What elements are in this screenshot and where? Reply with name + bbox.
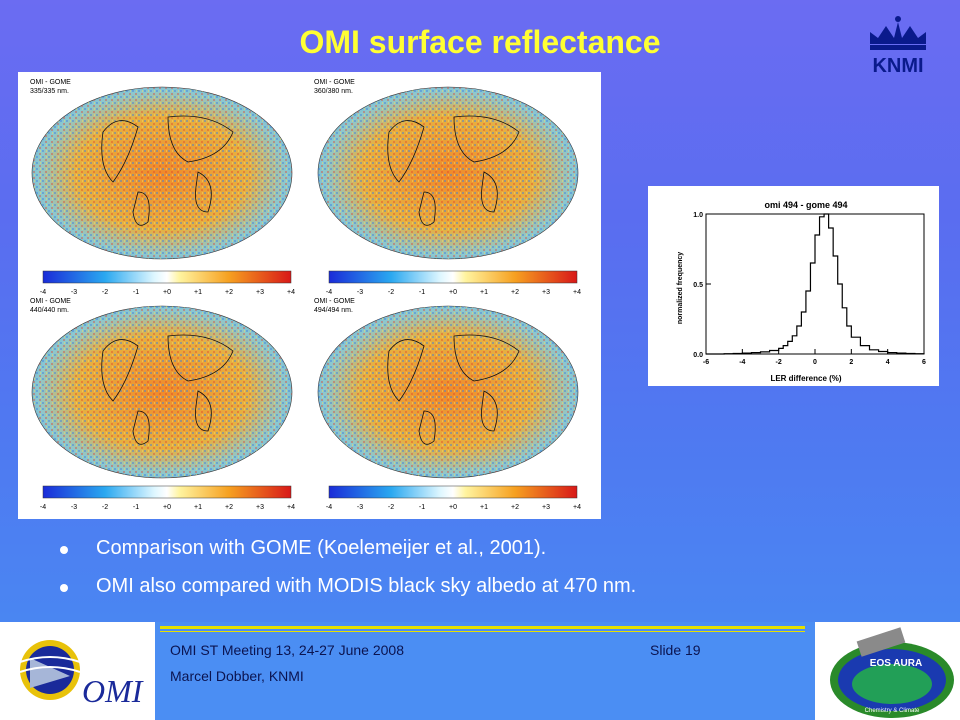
colorbar-4-ticks: -4 -3 -2 -1 +0 +1 +2 +3 +4: [326, 504, 581, 511]
histogram-series-line: [706, 213, 925, 355]
colorbar-tick-label: -3: [357, 504, 363, 511]
colorbar-tick-label: -3: [71, 504, 77, 511]
ler-difference-histogram: omi 494 - gome 494 LER difference (%) no…: [648, 186, 939, 386]
colorbar-1-ticks: -4 -3 -2 -1 +0 +1 +2 +3 +4: [40, 289, 295, 296]
histogram-title: omi 494 - gome 494: [764, 200, 847, 210]
colorbar-tick-label: +1: [194, 504, 202, 511]
colorbar-tick-label: -1: [133, 289, 139, 296]
bullet-item: OMI also compared with MODIS black sky a…: [60, 574, 920, 612]
colorbar-tick-label: +3: [256, 289, 264, 296]
map-panel-1: OMI - GOME 335/335 nm. -4 -3 -2 -1 +0 +1 +2 +3 +…: [30, 79, 295, 296]
colorbar-2-ticks: -4 -3 -2 -1 +0 +1 +2 +3 +4: [326, 289, 581, 296]
map-panel-1-label: OMI - GOME: [30, 79, 71, 86]
bullet-list: Comparison with GOME (Koelemeijer et al.…: [60, 536, 920, 612]
colorbar-tick-label: -3: [71, 289, 77, 296]
colorbar-tick-label: -2: [102, 504, 108, 511]
map-panel-1-wavelength: 335/335 nm.: [30, 88, 69, 95]
map-panel-3-wavelength: 440/440 nm.: [30, 307, 69, 314]
colorbar-tick-label: +3: [256, 504, 264, 511]
map-panel-3: OMI - GOME 440/440 nm. -4 -3 -2 -1 +0 +1 +2 +3 +…: [30, 298, 295, 511]
colorbar-tick-label: +4: [573, 504, 581, 511]
colorbar-tick-label: -4: [326, 289, 332, 296]
x-tick-label: -2: [776, 359, 782, 366]
bullet-dot-icon: [60, 584, 68, 592]
colorbar-tick-label: +1: [480, 504, 488, 511]
knmi-logo: KNMI: [870, 16, 926, 76]
colorbar-tick-label: -2: [102, 289, 108, 296]
colorbar-tick-label: -2: [388, 289, 394, 296]
x-tick-label: 4: [886, 359, 890, 366]
colorbar-tick-label: -3: [357, 289, 363, 296]
map-panel-2: OMI - GOME 360/380 nm. -4 -3 -2 -1 +0 +1 +2 +3 +…: [314, 79, 581, 296]
colorbar-tick-label: +4: [287, 504, 295, 511]
bullet-text: Comparison with GOME (Koelemeijer et al.…: [96, 537, 547, 559]
slide-title: OMI surface reflectance: [299, 24, 661, 60]
histogram-xlabel: LER difference (%): [770, 374, 841, 383]
x-tick-label: 0: [813, 359, 817, 366]
omi-logo-text: OMI: [82, 673, 144, 709]
reflectance-maps-figure: OMI - GOME 335/335 nm. -4 -3 -2 -1 +0 +1 +2 +3 +…: [18, 72, 601, 519]
colorbar-2: [328, 270, 578, 284]
map-panel-4: OMI - GOME 494/494 nm. -4 -3 -2 -1 +0 +1 +2 +3 +…: [314, 298, 581, 511]
colorbar-tick-label: +3: [542, 504, 550, 511]
colorbar-tick-label: +4: [287, 289, 295, 296]
bullet-dot-icon: [60, 546, 68, 554]
colorbar-tick-label: +0: [163, 289, 171, 296]
colorbar-3: [42, 485, 292, 499]
map-panel-2-label: OMI - GOME: [314, 79, 355, 86]
bullet-text: OMI also compared with MODIS black sky a…: [96, 575, 637, 597]
knmi-logo-text: KNMI: [872, 55, 923, 76]
colorbar-tick-label: +0: [163, 504, 171, 511]
map-panel-4-label: OMI - GOME: [314, 298, 355, 305]
colorbar-tick-label: +2: [225, 504, 233, 511]
aura-logo-text: EOS AURA: [870, 658, 922, 669]
map-panel-4-wavelength: 494/494 nm.: [314, 307, 353, 314]
colorbar-tick-label: +2: [511, 504, 519, 511]
bullet-item: Comparison with GOME (Koelemeijer et al.…: [60, 536, 920, 574]
colorbar-tick-label: -1: [133, 504, 139, 511]
colorbar-tick-label: +1: [480, 289, 488, 296]
colorbar-tick-label: +3: [542, 289, 550, 296]
colorbar-4: [328, 485, 578, 499]
colorbar-1: [42, 270, 292, 284]
colorbar-tick-label: -4: [40, 504, 46, 511]
colorbar-tick-label: +2: [225, 289, 233, 296]
colorbar-tick-label: -1: [419, 504, 425, 511]
omi-logo: OMI: [19, 640, 144, 709]
satellite-icon: [856, 627, 906, 657]
footer-rule-thin: [160, 631, 805, 632]
colorbar-tick-label: +1: [194, 289, 202, 296]
x-tick-label: -4: [739, 359, 745, 366]
colorbar-tick-label: -2: [388, 504, 394, 511]
footer-author: Marcel Dobber, KNMI: [170, 668, 304, 684]
aura-logo-subtext: Chemistry & Climate: [865, 708, 920, 714]
colorbar-tick-label: -1: [419, 289, 425, 296]
map-panel-3-label: OMI - GOME: [30, 298, 71, 305]
x-tick-label: -6: [703, 359, 709, 366]
colorbar-tick-label: -4: [40, 289, 46, 296]
footer-slide-number: Slide 19: [650, 642, 701, 658]
map-panel-2-wavelength: 360/380 nm.: [314, 88, 353, 95]
y-tick-label: 0.0: [693, 352, 703, 359]
eos-aura-logo: EOS AURA Chemistry & Climate: [830, 627, 954, 718]
y-tick-label: 1.0: [693, 212, 703, 219]
x-tick-label: 2: [849, 359, 853, 366]
slide: OMI surface reflectance KNMI: [0, 0, 960, 622]
footer-meeting: OMI ST Meeting 13, 24-27 June 2008: [170, 642, 404, 658]
colorbar-tick-label: +2: [511, 289, 519, 296]
colorbar-3-ticks: -4 -3 -2 -1 +0 +1 +2 +3 +4: [40, 504, 295, 511]
footer-rule: [160, 626, 805, 629]
histogram-ylabel: normalized frequency: [677, 252, 684, 324]
colorbar-tick-label: +0: [449, 289, 457, 296]
colorbar-tick-label: -4: [326, 504, 332, 511]
colorbar-tick-label: +0: [449, 504, 457, 511]
x-tick-label: 6: [922, 359, 926, 366]
footer-band: [155, 622, 815, 720]
y-tick-label: 0.5: [693, 282, 703, 289]
colorbar-tick-label: +4: [573, 289, 581, 296]
